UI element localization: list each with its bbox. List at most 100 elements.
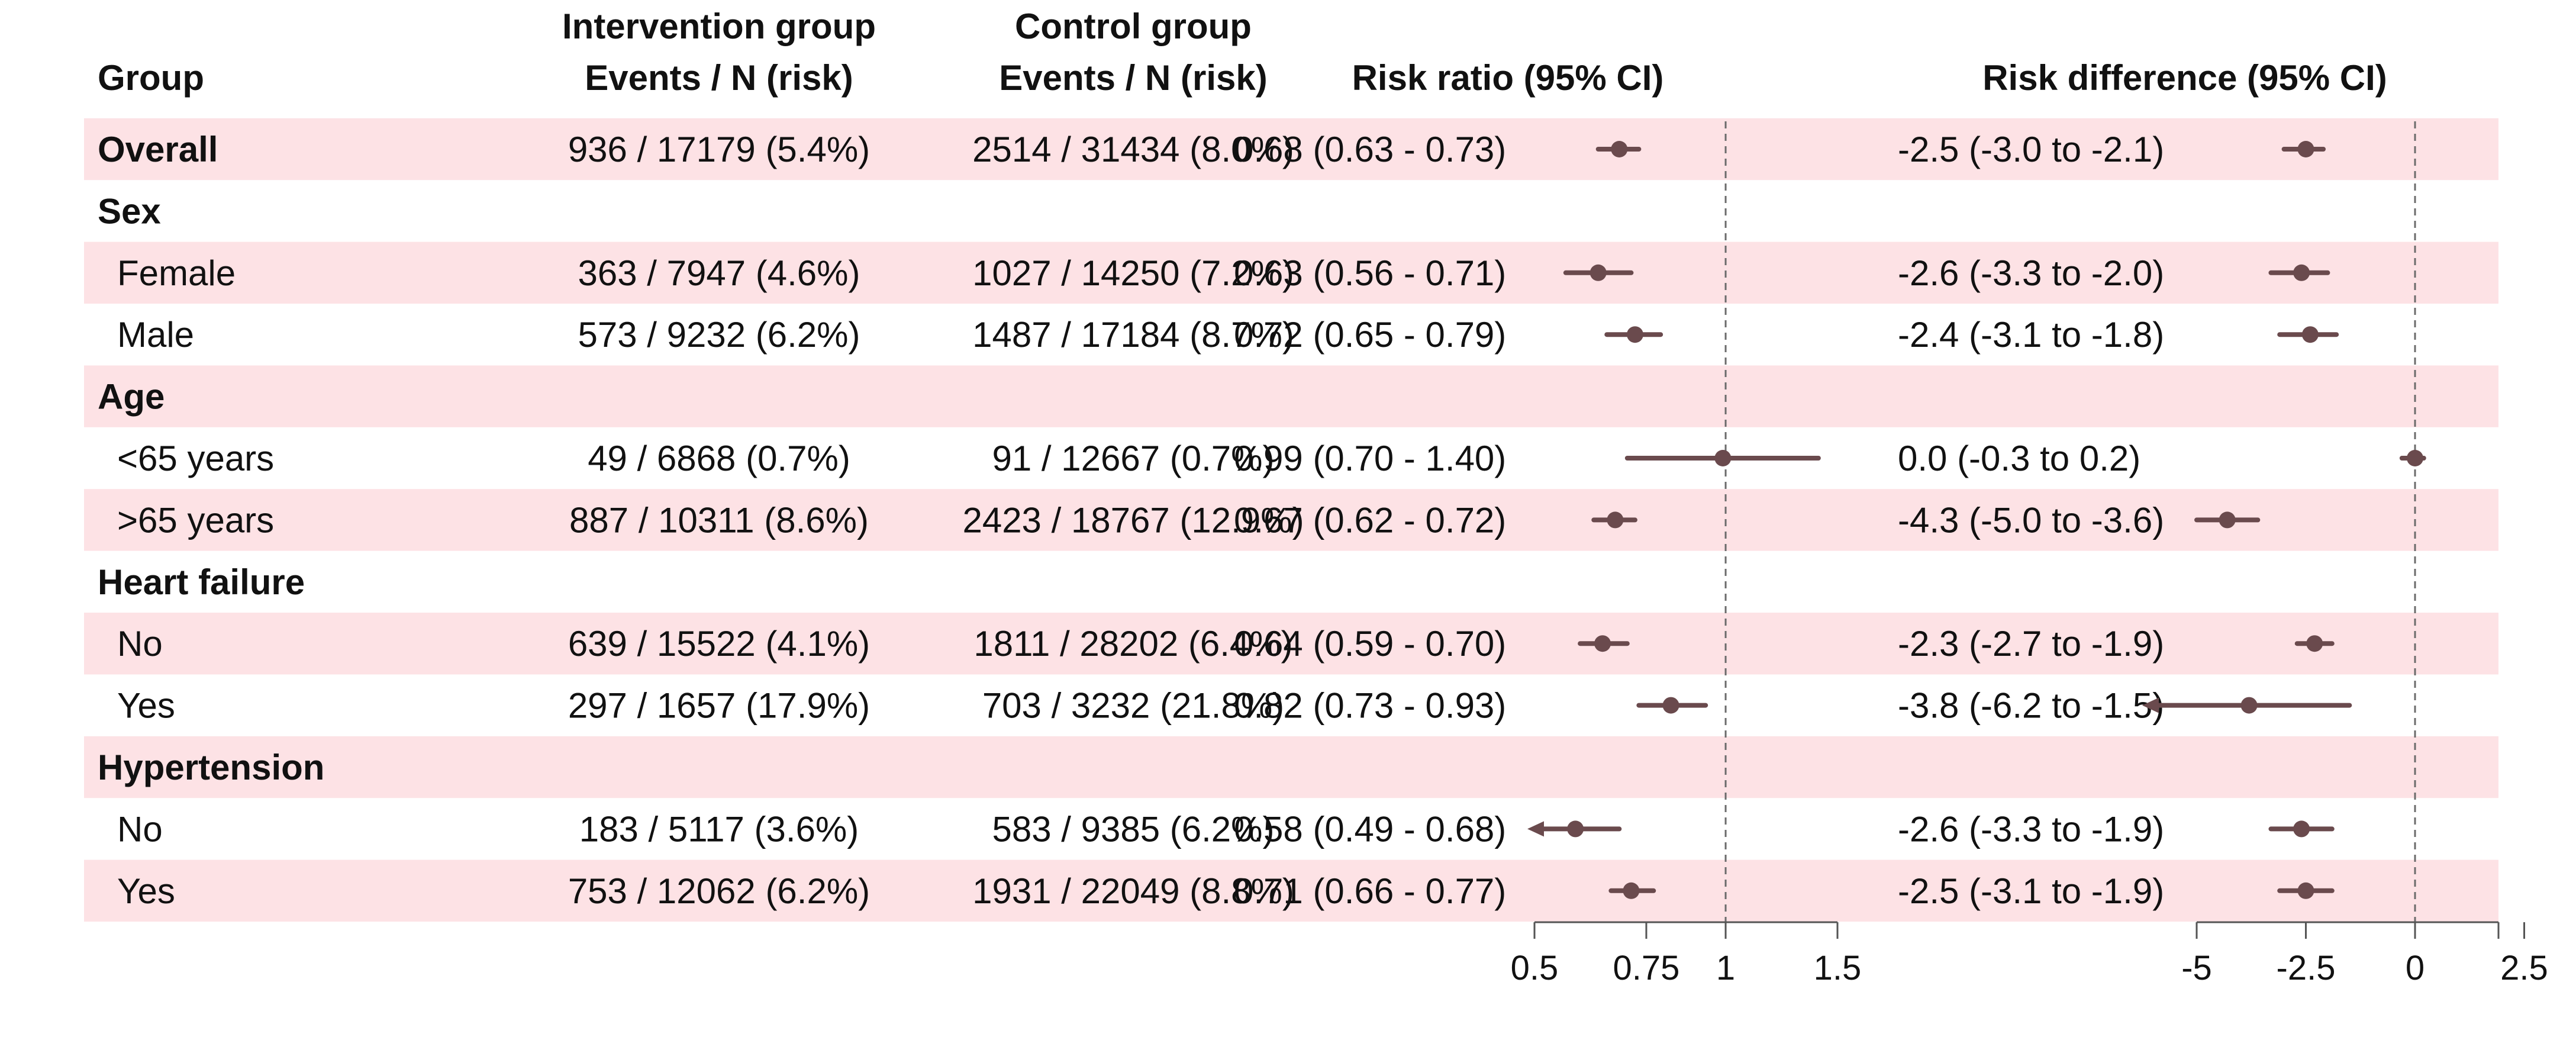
- table-row: Male 573 / 9232 (6.2%) 1487 / 17184 (8.7%)…: [117, 315, 2164, 355]
- table-rows: Overall 936 / 17179 (5.4%) 2514 / 31434 (8…: [98, 130, 2164, 911]
- row-shading: [84, 118, 2498, 181]
- header-control-sub: Events / N (risk): [999, 58, 1268, 98]
- intervention-value: 639 / 15522 (4.1%): [568, 624, 870, 664]
- row-shading: [84, 859, 2498, 922]
- table-row: No 639 / 15522 (4.1%) 1811 / 28202 (6.4%)0…: [117, 624, 2164, 664]
- intervention-value: 753 / 12062 (6.2%): [568, 871, 870, 911]
- table-row: Yes 297 / 1657 (17.9%) 703 / 3232 (21.8%)0…: [117, 686, 2164, 726]
- header-intervention-title: Intervention group: [562, 7, 876, 46]
- row-shading: [84, 242, 2498, 304]
- rd-point: [2293, 820, 2310, 838]
- table-row: Hypertension: [98, 748, 324, 787]
- control-value: 1027 / 14250 (7.2%): [972, 253, 1294, 293]
- rd-tick-label: -2.5: [2277, 949, 2336, 987]
- risk-difference-plot: -5 -2.5 0 2.5: [2142, 121, 2548, 987]
- risk-difference-value: -3.8 (-6.2 to -1.5): [1898, 686, 2164, 726]
- rr-point: [1623, 882, 1640, 899]
- rr-tick-label: 0.5: [1511, 949, 1559, 987]
- header-risk-difference: Risk difference (95% CI): [1982, 58, 2387, 98]
- row-label: No: [117, 809, 163, 849]
- risk-ratio-value: 0.72 (0.65 - 0.79): [1234, 315, 1506, 355]
- risk-ratio-value: 0.82 (0.73 - 0.93): [1234, 686, 1506, 726]
- rd-point: [2297, 882, 2314, 899]
- table-row: Yes 753 / 12062 (6.2%) 1931 / 22049 (8.8%)…: [117, 871, 2164, 911]
- rd-point: [2306, 635, 2323, 652]
- row-shading-layer: [84, 118, 2498, 922]
- risk-ratio-plot: 0.5 0.75 1 1.5: [1511, 121, 1862, 987]
- control-value: 1487 / 17184 (8.7%): [972, 315, 1294, 355]
- row-shading: [84, 613, 2498, 675]
- risk-ratio-value: 0.58 (0.49 - 0.68): [1234, 809, 1506, 849]
- rd-point: [2301, 326, 2319, 343]
- risk-ratio-value: 0.71 (0.66 - 0.77): [1234, 871, 1506, 911]
- rr-point: [1567, 820, 1584, 838]
- intervention-value: 936 / 17179 (5.4%): [568, 130, 870, 169]
- risk-ratio-value: 0.64 (0.59 - 0.70): [1234, 624, 1506, 664]
- row-label: >65 years: [117, 500, 274, 540]
- table-row: Overall 936 / 17179 (5.4%) 2514 / 31434 (8…: [98, 130, 2164, 169]
- row-label: Heart failure: [98, 562, 305, 602]
- risk-ratio-value: 0.67 (0.62 - 0.72): [1234, 500, 1506, 540]
- row-label: <65 years: [117, 439, 274, 478]
- row-label: Age: [98, 377, 165, 417]
- risk-difference-value: -2.6 (-3.3 to -2.0): [1898, 253, 2164, 293]
- intervention-value: 183 / 5117 (3.6%): [579, 809, 859, 849]
- header-risk-ratio: Risk ratio (95% CI): [1352, 58, 1664, 98]
- rr-point: [1590, 264, 1607, 281]
- control-value: 1811 / 28202 (6.4%): [973, 624, 1292, 664]
- risk-ratio-value: 0.68 (0.63 - 0.73): [1234, 130, 1506, 169]
- row-label: Male: [117, 315, 194, 355]
- row-label: Yes: [117, 871, 175, 911]
- rd-point: [2297, 141, 2314, 157]
- risk-ratio-value: 0.63 (0.56 - 0.71): [1234, 253, 1506, 293]
- table-row: Heart failure: [98, 562, 305, 602]
- risk-difference-value: -2.4 (-3.1 to -1.8): [1898, 315, 2164, 355]
- risk-difference-value: 0.0 (-0.3 to 0.2): [1898, 439, 2140, 478]
- rr-ci-arrow: [1527, 821, 1544, 837]
- row-label: Hypertension: [98, 748, 324, 787]
- rd-point: [2293, 264, 2310, 281]
- header-intervention-sub: Events / N (risk): [585, 58, 853, 98]
- control-value: 2423 / 18767 (12.9%): [962, 500, 1304, 540]
- rr-tick-label: 1.5: [1814, 949, 1862, 987]
- rd-point: [2219, 511, 2236, 529]
- control-value: 703 / 3232 (21.8%): [982, 686, 1284, 726]
- control-value: 1931 / 22049 (8.8%): [972, 871, 1294, 911]
- rr-point: [1714, 450, 1732, 466]
- row-label: Sex: [98, 191, 161, 231]
- intervention-value: 573 / 9232 (6.2%): [578, 315, 860, 355]
- rd-tick-label: -5: [2181, 949, 2212, 987]
- table-row: <65 years 49 / 6868 (0.7%) 91 / 12667 (0.7…: [117, 439, 2140, 478]
- intervention-value: 297 / 1657 (17.9%): [568, 686, 870, 726]
- control-value: 2514 / 31434 (8.0%): [972, 130, 1294, 169]
- row-label: Yes: [117, 686, 175, 726]
- rd-point: [2240, 697, 2258, 714]
- column-headers: Group Intervention group Events / N (ris…: [98, 7, 2387, 98]
- rd-tick-label: 2.5: [2500, 949, 2548, 987]
- rd-tick-label: 0: [2406, 949, 2425, 987]
- row-label: Overall: [98, 130, 218, 169]
- row-label: Female: [117, 253, 236, 293]
- risk-difference-value: -4.3 (-5.0 to -3.6): [1898, 500, 2164, 540]
- rr-point: [1607, 511, 1624, 529]
- risk-difference-value: -2.3 (-2.7 to -1.9): [1898, 624, 2164, 664]
- table-row: >65 years 887 / 10311 (8.6%) 2423 / 18767 …: [117, 500, 2164, 540]
- rr-tick-label: 1: [1716, 949, 1735, 987]
- intervention-value: 49 / 6868 (0.7%): [588, 439, 850, 478]
- row-shading: [84, 489, 2498, 551]
- rd-point: [2407, 450, 2423, 466]
- rd-ci-arrow: [2142, 697, 2159, 713]
- row-shading: [84, 736, 2498, 798]
- rr-point: [1662, 697, 1679, 714]
- header-control-title: Control group: [1015, 7, 1252, 46]
- control-value: 91 / 12667 (0.7%): [992, 439, 1275, 478]
- risk-difference-value: -2.6 (-3.3 to -1.9): [1898, 809, 2164, 849]
- row-label: No: [117, 624, 163, 664]
- table-row: Age: [98, 377, 165, 417]
- row-shading: [84, 365, 2498, 427]
- rr-point: [1611, 141, 1628, 157]
- table-row: Sex: [98, 191, 161, 231]
- rr-point: [1626, 326, 1643, 343]
- intervention-value: 887 / 10311 (8.6%): [569, 500, 869, 540]
